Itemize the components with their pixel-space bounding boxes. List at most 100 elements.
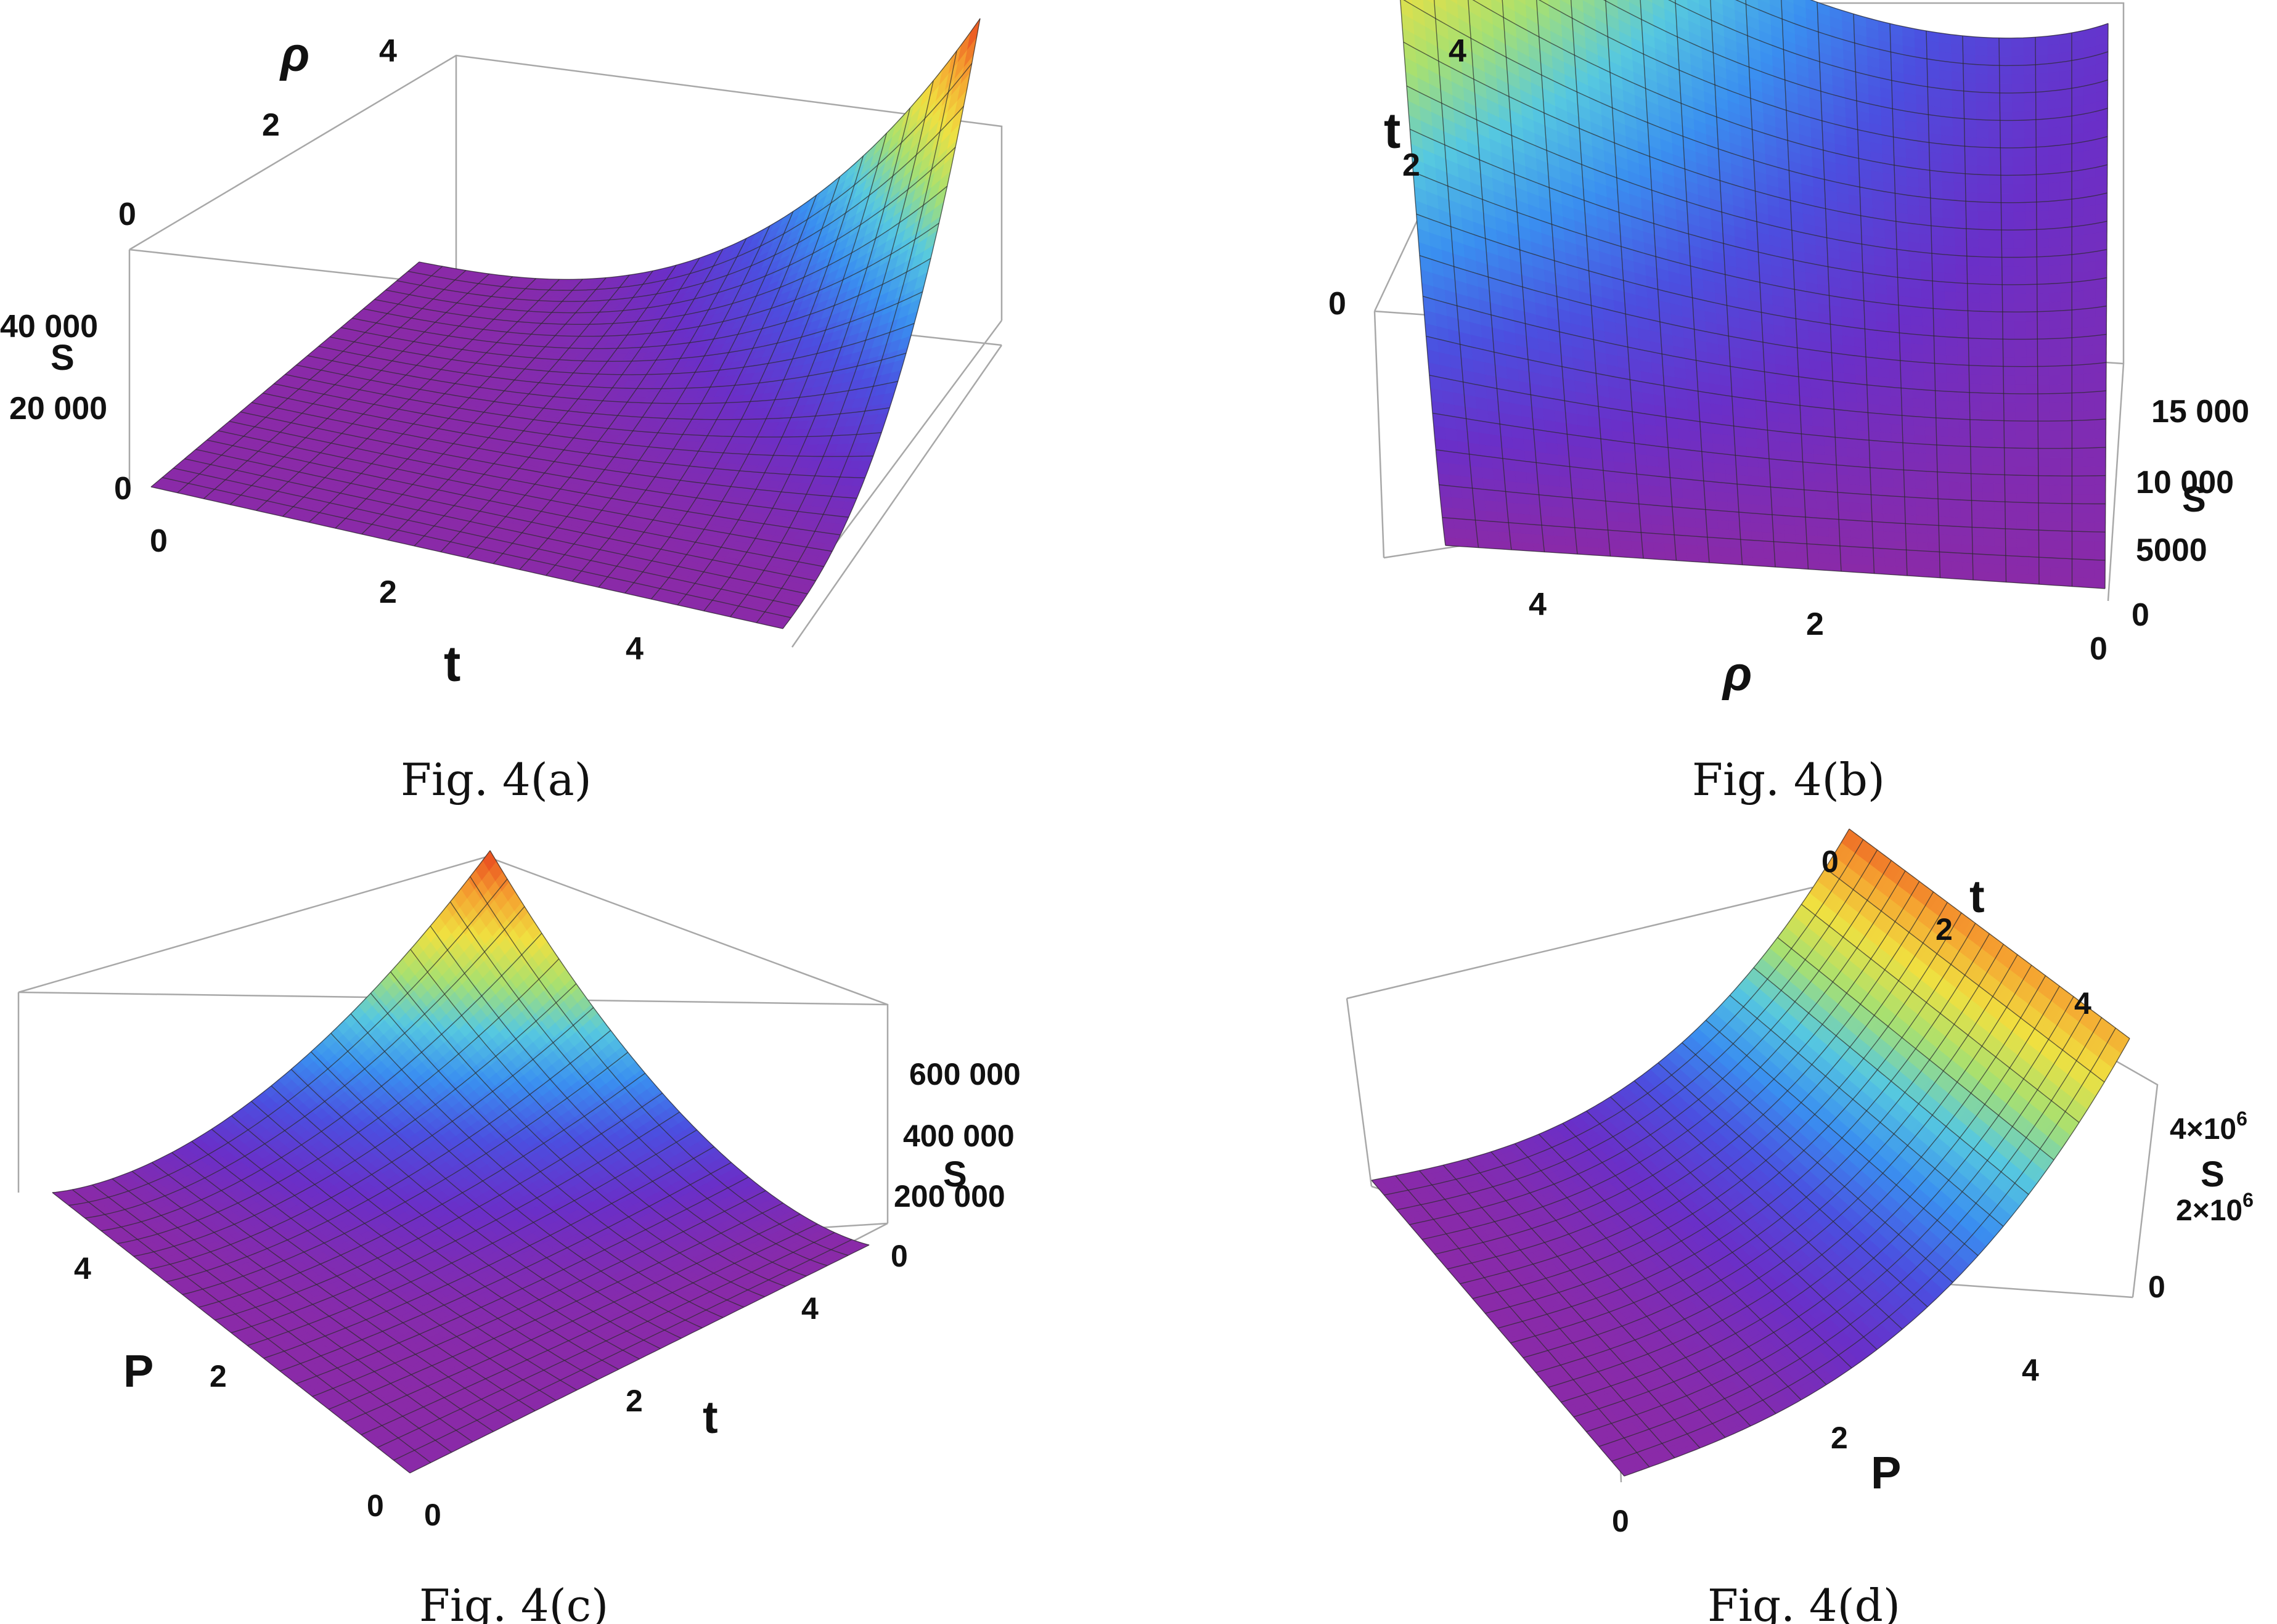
surface-patch — [1989, 239, 2002, 249]
surface-patch — [1934, 381, 1947, 392]
surface-patch — [2047, 80, 2060, 92]
surface-patch — [2026, 366, 2038, 376]
surface-patch — [1910, 315, 1923, 327]
surface-patch — [1976, 128, 1989, 139]
surface-patch — [2059, 217, 2072, 229]
surface-patch — [2071, 179, 2084, 190]
surface-patch — [1883, 522, 1895, 532]
surface-patch — [2061, 521, 2072, 532]
surface-patch — [1961, 535, 1973, 545]
surface-patch — [2094, 531, 2106, 542]
surface-patch — [1931, 216, 1944, 227]
surface-patch — [2037, 274, 2049, 285]
surface-patch — [1939, 97, 1953, 109]
surface-patch — [1981, 455, 1994, 466]
surface-patch — [2023, 92, 2037, 102]
surface-patch — [1858, 457, 1871, 468]
surface-patch — [1905, 514, 1917, 524]
surface-patch — [1950, 43, 1963, 55]
surface-patch — [1952, 136, 1965, 147]
surface-patch — [2016, 511, 2028, 521]
surface-patch — [2072, 531, 2083, 541]
surface-patch — [1970, 437, 1982, 447]
surface-patch — [1914, 452, 1926, 463]
surface-patch — [1981, 438, 1993, 448]
surface-patch — [1909, 287, 1922, 299]
surface-patch — [1932, 290, 1945, 301]
surface-patch — [1919, 242, 1932, 254]
surface-patch — [2094, 428, 2106, 439]
surface-patch — [1931, 243, 1944, 255]
surface-patch — [1975, 82, 1989, 93]
surface-patch — [2038, 457, 2050, 467]
surface-patch — [2005, 528, 2017, 539]
surface-patch — [2048, 255, 2061, 266]
surface-patch — [2024, 238, 2037, 248]
surface-patch — [1928, 123, 1941, 135]
surface-patch — [1977, 219, 1990, 231]
surface-patch — [1953, 172, 1966, 184]
surface-patch — [1964, 118, 1977, 129]
surface-patch — [1966, 219, 1979, 230]
surface-patch — [2037, 284, 2049, 294]
surface-patch — [2061, 549, 2072, 560]
surface-patch — [2013, 202, 2026, 212]
surface-patch — [2083, 335, 2095, 346]
panel-a-s-tick-20000: 20 000 — [9, 391, 107, 426]
surface-patch — [1928, 551, 1940, 561]
surface-patch — [2093, 569, 2106, 580]
surface-patch — [1977, 238, 1990, 248]
surface-patch — [1932, 299, 1945, 310]
surface-patch — [1861, 529, 1873, 540]
surface-patch — [1857, 430, 1870, 441]
surface-patch — [2095, 343, 2107, 355]
surface-patch — [2047, 99, 2060, 110]
surface-patch — [2005, 537, 2017, 548]
surface-patch — [1964, 164, 1977, 175]
surface-patch — [1981, 410, 1993, 421]
surface-patch — [1919, 251, 1932, 263]
surface-patch — [1958, 436, 1971, 447]
surface-patch — [2038, 466, 2050, 476]
surface-patch — [2000, 111, 2013, 121]
surface-patch — [2095, 353, 2107, 364]
surface-patch — [2024, 128, 2037, 139]
surface-patch — [2025, 256, 2037, 267]
surface-patch — [2000, 129, 2013, 139]
surface-patch — [2095, 381, 2107, 392]
surface-patch — [2013, 284, 2026, 294]
surface-patch — [1953, 200, 1966, 211]
surface-patch — [1862, 564, 1874, 574]
surface-patch — [2002, 311, 2015, 322]
surface-patch — [1988, 129, 2001, 139]
surface-patch — [2071, 206, 2084, 218]
surface-patch — [2014, 384, 2027, 394]
surface-patch — [2036, 247, 2049, 258]
surface-patch — [1860, 520, 1873, 531]
surface-patch — [2012, 174, 2025, 185]
surface-patch — [1937, 471, 1949, 482]
surface-patch — [1931, 253, 1944, 264]
surface-patch — [1900, 378, 1913, 390]
surface-patch — [1958, 418, 1971, 429]
surface-patch — [2061, 539, 2072, 550]
surface-patch — [2072, 355, 2084, 366]
surface-patch — [1987, 46, 2000, 57]
surface-patch — [1998, 38, 2012, 47]
surface-patch — [2014, 402, 2027, 412]
surface-patch — [2059, 198, 2072, 210]
surface-patch — [2094, 522, 2106, 532]
surface-patch — [1919, 233, 1932, 245]
surface-patch — [1915, 497, 1927, 508]
surface-patch — [1974, 46, 1988, 57]
surface-patch — [1979, 320, 1992, 330]
surface-patch — [2038, 493, 2050, 504]
surface-patch — [2072, 429, 2083, 439]
surface-patch — [2005, 546, 2017, 557]
surface-patch — [1877, 357, 1890, 369]
surface-patch — [1948, 472, 1961, 483]
surface-patch — [1950, 552, 1962, 563]
surface-patch — [2083, 316, 2096, 328]
surface-patch — [2060, 457, 2072, 467]
surface-patch — [2060, 411, 2072, 422]
